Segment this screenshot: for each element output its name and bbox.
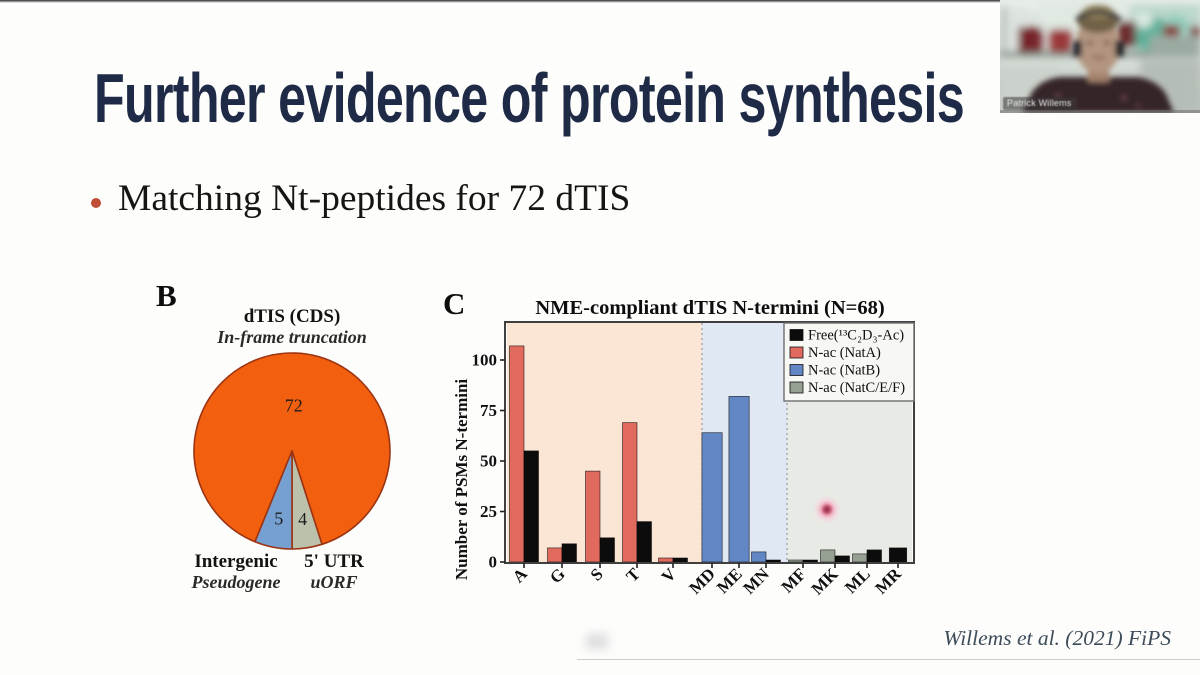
x-tick-label: MR: [871, 564, 905, 598]
y-tick-label: 0: [489, 553, 498, 572]
bar-g-nac: [547, 547, 563, 563]
bar-mn-nac: [751, 551, 767, 563]
bar-mr-free: [888, 547, 908, 563]
bar-mk-free: [834, 555, 850, 563]
bar-mf-free: [802, 559, 818, 563]
bar-group-band: [507, 323, 702, 562]
plot-frame: [504, 321, 915, 564]
legend-swatch: [789, 364, 804, 376]
webcam-overlay: Patrick Willems: [1000, 0, 1200, 113]
legend-swatch: [789, 346, 804, 359]
bar-mn-free: [765, 559, 781, 563]
x-tick-label: S: [587, 564, 607, 584]
x-tick-label: G: [546, 564, 569, 587]
pie-label-5utr-line1: 5' UTR: [304, 551, 364, 572]
x-tick-label: T: [622, 564, 644, 586]
pie-slice-value: 4: [298, 509, 307, 529]
legend-box: [783, 322, 915, 402]
bar-ml-nac: [852, 553, 868, 563]
webcam-video: [1000, 0, 1200, 113]
laser-pointer-dot: [812, 494, 842, 525]
bar-me-nac: [728, 396, 750, 563]
webcam-bottom-edge: [1000, 110, 1200, 113]
bullet-item: Matching Nt-peptides for 72 dTIS: [88, 177, 630, 220]
pie-slice: [254, 450, 293, 550]
legend-label: N-ac (NatB): [808, 363, 880, 379]
citation: Willems et al. (2021) FiPS: [943, 626, 1171, 650]
legend-label: Free(¹³C₂D₃-Ac): [808, 328, 904, 344]
bar-v-nac: [658, 557, 674, 563]
y-axis-label: Number of PSMs N-termini: [452, 379, 471, 581]
bar-md-nac: [701, 432, 723, 563]
bullet-text: Matching Nt-peptides for 72 dTIS: [118, 178, 631, 219]
legend-label: N-ac (NatA): [808, 345, 881, 361]
x-tick-label: MN: [739, 564, 773, 598]
bar-v-free: [672, 557, 688, 563]
pie-label-intergenic-line2: Pseudogene: [191, 572, 281, 592]
pie-top-label-line2: In-frame truncation: [217, 327, 367, 347]
bar-mk-nac: [820, 549, 836, 563]
pie-top-label: dTIS (CDS) In-frame truncation: [182, 306, 402, 348]
headphone-left-icon: [1073, 40, 1082, 57]
x-tick-label: ME: [713, 564, 746, 597]
pie-top-label-line1: dTIS (CDS): [243, 306, 341, 327]
headphone-right-icon: [1115, 40, 1124, 57]
y-tick-label: 75: [480, 401, 497, 420]
pie-slice: [193, 352, 391, 546]
pie-label-intergenic-line1: Intergenic: [194, 551, 278, 572]
x-tick-label: ML: [841, 564, 874, 597]
pie-label-5utr-line2: uORF: [310, 572, 358, 592]
headphone-band-icon: [1074, 10, 1123, 22]
legend-swatch: [789, 329, 804, 341]
bar-a-nac: [509, 345, 525, 563]
bar-s-nac: [585, 470, 601, 563]
panel-c-label: C: [443, 286, 466, 321]
x-tick-label: MD: [685, 564, 718, 597]
slide-bottom-edge: [577, 659, 1200, 660]
slide-artifact: [586, 634, 608, 649]
bullet-marker-icon: [91, 198, 101, 208]
pie-label-5utr: 5' UTR uORF: [287, 551, 381, 593]
legend-swatch: [789, 381, 804, 394]
slide-title: Further evidence of protein synthesis: [94, 59, 965, 137]
y-tick-label: 25: [480, 502, 497, 521]
bar-t-free: [636, 521, 652, 563]
bar-ml-free: [866, 549, 882, 563]
pie-slice-value: 5: [274, 509, 283, 529]
bar-g-free: [561, 543, 577, 563]
panel-b-label: B: [156, 278, 177, 313]
x-tick-label: MF: [778, 564, 810, 596]
participant-name-tag: Patrick Willems: [1003, 97, 1077, 110]
pie-label-intergenic: Intergenic Pseudogene: [172, 551, 300, 593]
bar-mf-nac: [788, 559, 804, 563]
x-tick-label: V: [658, 564, 681, 587]
bar-s-free: [599, 537, 615, 563]
legend-label: N-ac (NatC/E/F): [808, 380, 905, 396]
y-tick-label: 50: [480, 452, 497, 471]
pie-slice-value: 72: [285, 395, 303, 415]
y-tick-label: 100: [472, 351, 498, 370]
x-tick-label: A: [509, 564, 532, 587]
bar-t-nac: [622, 422, 638, 563]
pie-chart: 72 45: [193, 352, 391, 550]
top-letterbox-edge: [0, 0, 1200, 3]
x-tick-label: MK: [808, 564, 843, 599]
bar-a-free: [523, 450, 539, 563]
bar-chart-title: NME-compliant dTIS N-termini (N=68): [535, 297, 885, 319]
